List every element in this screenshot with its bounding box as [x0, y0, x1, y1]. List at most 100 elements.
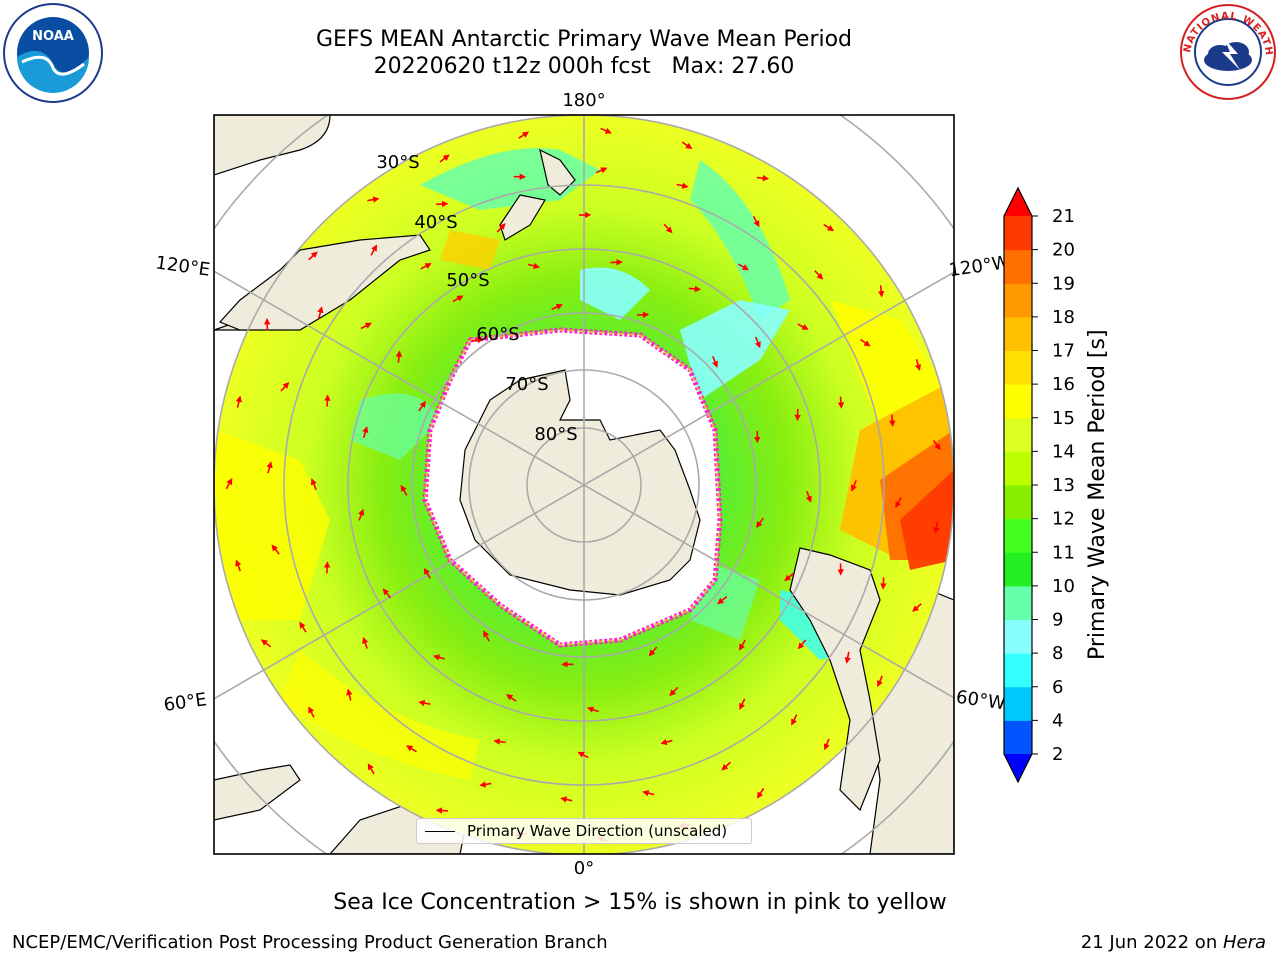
- nws-logo: NATIONAL WEATHER SERVICE: [1178, 2, 1276, 100]
- wave-arrow: [791, 714, 798, 726]
- wave-arrow: [362, 636, 369, 649]
- colorbar-tick-label: 13: [1052, 475, 1075, 496]
- wave-arrow: [933, 521, 940, 534]
- colorbar-tick-label: 8: [1052, 643, 1063, 664]
- run-date: 21 Jun 2022 on Hera: [1081, 932, 1266, 953]
- colorbar-tick-label: 15: [1052, 408, 1075, 429]
- wave-arrow: [805, 490, 812, 503]
- lat-label-70s: 70°S: [505, 374, 548, 395]
- colorbar-segment: [1004, 552, 1032, 587]
- colorbar-tick-label: 18: [1052, 307, 1075, 328]
- colorbar-segment: [1004, 316, 1032, 351]
- wave-arrow: [889, 414, 896, 427]
- wave-arrow: [577, 751, 589, 759]
- wave-arrow: [642, 790, 655, 797]
- colorbar-over-triangle: [1004, 188, 1032, 216]
- wave-arrow: [797, 639, 807, 650]
- colorbar-tick-label: 12: [1052, 509, 1075, 530]
- wave-arrow: [712, 356, 718, 368]
- wave-arrow: [660, 738, 673, 746]
- noaa-logo: NOAA: [3, 3, 103, 103]
- wave-arrow: [346, 688, 353, 701]
- wave-arrow: [420, 263, 432, 270]
- wave-arrow: [551, 304, 563, 311]
- wave-arrow: [676, 182, 689, 189]
- wave-arrow: [506, 694, 517, 702]
- colorbar-tick-label: 4: [1052, 710, 1063, 731]
- wave-arrow: [669, 686, 679, 697]
- lat-label-50s: 50°S: [446, 270, 489, 291]
- colorbar-tick-label: 14: [1052, 441, 1075, 462]
- wave-arrow: [721, 761, 731, 771]
- wave-arrow: [739, 698, 746, 710]
- wave-arrow: [823, 738, 830, 751]
- wave-arrow: [895, 496, 902, 509]
- wave-arrow: [877, 285, 885, 298]
- wave-arrow: [595, 167, 608, 174]
- wave-arrow: [406, 745, 417, 753]
- wave-arrow: [600, 127, 612, 134]
- wave-arrow: [912, 603, 922, 612]
- colorbar-segment: [1004, 585, 1032, 620]
- chart-subtitle: 20220620 t12z 000h fcst Max: 27.60: [373, 54, 795, 79]
- wave-arrow: [439, 154, 450, 163]
- lat-label-30s: 30°S: [376, 152, 419, 173]
- wave-arrow: [271, 544, 280, 555]
- wave-arrow: [756, 517, 764, 528]
- colorbar-segment: [1004, 283, 1032, 318]
- colorbar-segment: [1004, 720, 1032, 755]
- wave-arrow: [496, 223, 506, 233]
- colorbar-tick-label: 17: [1052, 341, 1075, 362]
- lon-label-0: 0°: [574, 858, 594, 879]
- wave-arrow: [688, 285, 702, 293]
- colorbar-segment: [1004, 619, 1032, 654]
- colorbar-segment: [1004, 249, 1032, 284]
- wave-arrow: [610, 259, 623, 266]
- wave-arrow: [681, 141, 693, 150]
- map-legend: Primary Wave Direction (unscaled): [416, 818, 752, 844]
- wave-arrow: [423, 567, 431, 579]
- wave-arrow: [436, 200, 449, 208]
- wave-arrow: [837, 396, 845, 409]
- wave-arrow: [418, 400, 426, 412]
- wave-arrow: [266, 461, 273, 474]
- wave-arrow: [471, 336, 484, 344]
- lat-label-40s: 40°S: [414, 212, 457, 233]
- wave-arrow: [479, 781, 492, 788]
- wave-arrow: [308, 706, 315, 718]
- lon-label-120w: 120°W: [947, 252, 1011, 281]
- wave-arrow: [235, 559, 242, 572]
- colorbar-segment: [1004, 686, 1032, 721]
- colorbar-segment: [1004, 216, 1032, 251]
- wave-arrow: [717, 596, 728, 605]
- wave-arrow: [395, 350, 403, 363]
- colorbar-segment: [1004, 451, 1032, 486]
- wave-arrow: [823, 223, 835, 232]
- wave-arrow: [367, 196, 380, 203]
- colorbar-under-triangle: [1004, 754, 1032, 782]
- wave-arrow: [752, 215, 760, 228]
- wave-arrow: [880, 577, 887, 590]
- colorbar-segment: [1004, 653, 1032, 688]
- wave-arrow: [225, 478, 233, 490]
- colorbar-tick-label: 10: [1052, 576, 1075, 597]
- wave-arrow: [367, 763, 375, 775]
- lat-label-80s: 80°S: [534, 424, 577, 445]
- credit-text: NCEP/EMC/Verification Post Processing Pr…: [12, 932, 608, 953]
- legend-line-sample: [425, 830, 455, 832]
- wave-arrow: [358, 508, 365, 521]
- wave-arrow: [560, 796, 573, 803]
- wave-arrow: [754, 336, 761, 349]
- wave-arrow: [932, 439, 941, 451]
- wave-arrow: [452, 295, 464, 303]
- wave-arrow: [360, 322, 372, 330]
- lon-label-180: 180°: [562, 90, 605, 111]
- colorbar-tick-label: 11: [1052, 542, 1075, 563]
- wave-arrow: [527, 262, 540, 269]
- wave-arrow: [814, 270, 824, 280]
- wave-arrow: [418, 699, 431, 707]
- run-date-prefix: 21 Jun 2022 on: [1080, 932, 1223, 953]
- wave-arrow: [860, 338, 871, 347]
- colorbar-tick-label: 16: [1052, 374, 1075, 395]
